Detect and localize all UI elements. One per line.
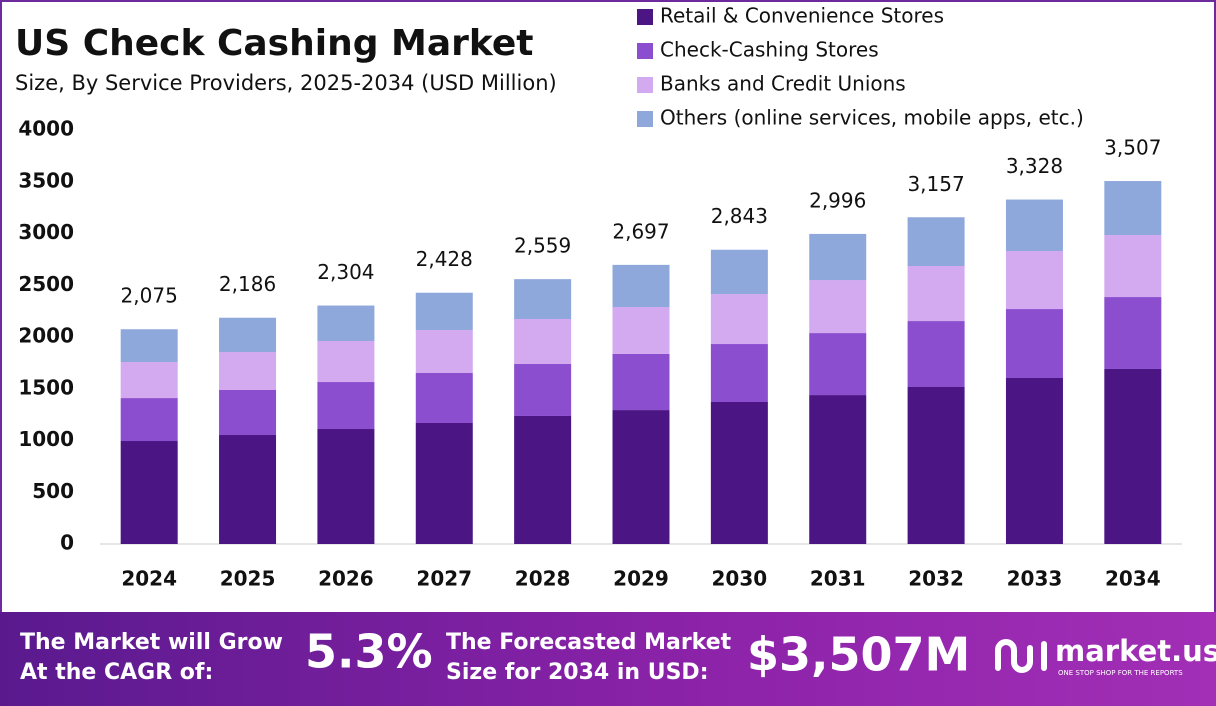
bar-segment — [710, 294, 768, 345]
y-tick-label: 500 — [32, 479, 74, 503]
bar-segment — [612, 353, 670, 411]
y-tick-label: 1500 — [18, 375, 74, 399]
x-tick-label: 2026 — [318, 567, 374, 591]
legend-label: Retail & Convenience Stores — [660, 4, 944, 28]
x-tick-label: 2034 — [1105, 567, 1161, 591]
legend-label: Check-Cashing Stores — [660, 38, 879, 62]
legend-swatch — [637, 77, 653, 93]
total-label: 2,843 — [711, 204, 768, 228]
bar-segment — [1005, 250, 1063, 310]
total-label: 2,428 — [416, 247, 473, 271]
bar-segment — [120, 398, 178, 442]
y-tick-label: 2500 — [18, 272, 74, 296]
y-tick-label: 4000 — [18, 117, 74, 141]
bar-segment — [809, 333, 867, 396]
x-tick-label: 2032 — [908, 567, 964, 591]
bar-segment — [1005, 309, 1063, 378]
cagr-value: 5.3% — [305, 625, 433, 679]
bar-segment — [809, 280, 867, 334]
bar-segment — [809, 395, 867, 544]
y-tick-label: 2000 — [18, 324, 74, 348]
total-label: 2,075 — [121, 284, 178, 308]
chart-title: US Check Cashing Market — [15, 23, 533, 64]
bar-segment — [415, 423, 473, 544]
bar-segment — [219, 317, 277, 353]
legend-swatch — [637, 111, 653, 127]
bar-segment — [415, 292, 473, 331]
legend-swatch — [637, 9, 653, 25]
legend-swatch — [637, 43, 653, 59]
total-label: 3,328 — [1006, 154, 1063, 178]
bar-segment — [415, 330, 473, 374]
bar-segment — [907, 321, 965, 387]
legend-label: Others (online services, mobile apps, et… — [660, 106, 1084, 130]
legend-label: Banks and Credit Unions — [660, 72, 906, 96]
bar-segment — [120, 441, 178, 544]
bar-segment — [1104, 235, 1162, 298]
bar-segment — [612, 264, 670, 307]
bar-segment — [907, 217, 965, 266]
bar-segment — [710, 249, 768, 295]
cagr-text: The Market will Grow — [20, 630, 283, 655]
total-label: 2,186 — [219, 272, 276, 296]
bar-segment — [710, 344, 768, 402]
bar-segment — [514, 318, 572, 365]
bar-segment — [219, 352, 277, 390]
total-label: 3,157 — [907, 172, 964, 196]
bar-segment — [710, 401, 768, 544]
bar-segment — [1104, 368, 1162, 544]
bar-segment — [219, 435, 277, 544]
bar-segment — [1005, 199, 1063, 251]
forecast-value: $3,507M — [747, 628, 970, 682]
bar-segment — [907, 386, 965, 544]
x-tick-label: 2029 — [613, 567, 669, 591]
bar-segment — [415, 373, 473, 424]
forecast-text: Size for 2034 in USD: — [446, 660, 709, 685]
bar-segment — [514, 364, 572, 416]
brand-tagline: ONE STOP SHOP FOR THE REPORTS — [1058, 669, 1183, 677]
y-tick-label: 3500 — [18, 168, 74, 192]
bar-segment — [612, 306, 670, 354]
bar-segment — [120, 362, 178, 399]
total-label: 2,697 — [612, 219, 669, 243]
x-tick-label: 2033 — [1007, 567, 1063, 591]
forecast-text: The Forecasted Market — [446, 630, 732, 655]
bar-segment — [317, 382, 375, 430]
bar-segment — [1104, 297, 1162, 369]
total-label: 2,559 — [514, 234, 571, 258]
bar-segment — [317, 429, 375, 544]
bar-segment — [907, 265, 965, 322]
brand-logo — [995, 639, 1047, 673]
bar-segment — [219, 389, 277, 436]
total-label: 2,996 — [809, 188, 866, 212]
x-tick-label: 2030 — [712, 567, 768, 591]
bar-segment — [120, 329, 178, 363]
total-label: 2,304 — [317, 260, 374, 284]
bar-segment — [1005, 377, 1063, 544]
footer-banner — [0, 612, 1216, 706]
y-tick-label: 0 — [60, 531, 74, 555]
brand-name: market.us — [1055, 634, 1216, 668]
y-tick-label: 1000 — [18, 427, 74, 451]
x-tick-label: 2028 — [515, 567, 571, 591]
x-tick-label: 2024 — [121, 567, 177, 591]
x-tick-label: 2031 — [810, 567, 866, 591]
cagr-text: At the CAGR of: — [20, 660, 213, 685]
chart-subtitle: Size, By Service Providers, 2025-2034 (U… — [15, 71, 557, 95]
x-tick-label: 2025 — [220, 567, 276, 591]
bar-segment — [809, 233, 867, 281]
bar-segment — [317, 305, 375, 342]
bar-segment — [612, 410, 670, 544]
bar-segment — [317, 341, 375, 383]
bar-segment — [1104, 181, 1162, 236]
x-tick-label: 2027 — [416, 567, 472, 591]
y-tick-label: 3000 — [18, 220, 74, 244]
bar-segment — [514, 279, 572, 319]
bar-segment — [514, 415, 572, 544]
total-label: 3,507 — [1104, 136, 1161, 160]
